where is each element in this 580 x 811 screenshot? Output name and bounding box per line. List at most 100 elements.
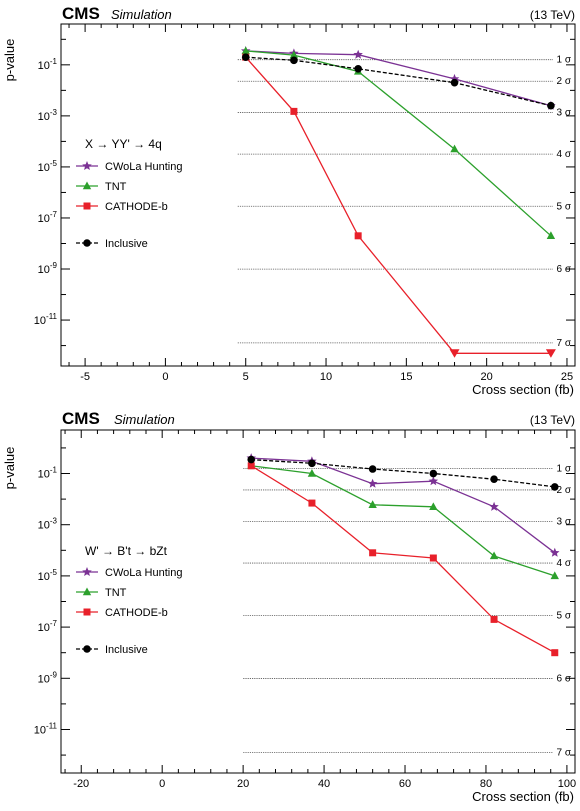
energy-label: (13 TeV) xyxy=(530,413,575,427)
data-point-tnt xyxy=(307,469,317,477)
y-tick-label: 10-11 xyxy=(34,721,58,736)
y-tick-label: 10-3 xyxy=(38,517,58,532)
significance-label: 2 σ xyxy=(556,485,571,496)
data-point-inclusive xyxy=(490,475,498,483)
data-point-cathode xyxy=(308,499,316,507)
y-tick-label: 10-7 xyxy=(38,210,58,225)
significance-label: 3 σ xyxy=(556,516,571,527)
y-tick-label: 10-11 xyxy=(34,312,58,327)
significance-label: 6 σ xyxy=(556,673,571,684)
panel-bottom: CMS Simulation (13 TeV) Cross section (f… xyxy=(2,409,576,804)
data-point-tnt xyxy=(289,50,299,59)
data-point-tnt xyxy=(550,571,559,580)
data-point-tnt xyxy=(546,231,556,240)
significance-label: 5 σ xyxy=(556,201,571,212)
significance-label: 7 σ xyxy=(556,747,571,758)
x-tick-label: 5 xyxy=(243,371,249,383)
x-tick-label: 0 xyxy=(162,371,168,383)
data-point-tnt xyxy=(489,551,499,560)
data-point-cwola xyxy=(489,501,499,511)
x-tick-label: 60 xyxy=(399,778,411,790)
significance-label: 4 σ xyxy=(556,149,571,160)
data-point-cwola xyxy=(353,49,363,59)
x-tick-label: 15 xyxy=(400,371,412,383)
series-line-inclusive xyxy=(245,56,552,107)
data-point-inclusive xyxy=(550,483,559,491)
data-point-tnt xyxy=(241,46,250,55)
y-tick-label: 10-9 xyxy=(38,670,58,685)
data-point-cathode xyxy=(290,107,298,115)
data-point-cathode xyxy=(429,554,437,562)
y-tick-label: 10-1 xyxy=(38,57,58,72)
significance-label: 4 σ xyxy=(556,558,571,569)
data-point-cathode xyxy=(247,462,255,470)
data-point-cathode xyxy=(551,649,559,657)
data-point-inclusive xyxy=(354,64,362,73)
energy-label: (13 TeV) xyxy=(530,8,575,22)
signal-process-label: W' → B't → bZt xyxy=(85,544,168,558)
legend-marker-cathode xyxy=(83,202,91,210)
x-tick-label: 10 xyxy=(320,371,332,383)
signal-process-label: X → YY' → 4q xyxy=(85,137,162,151)
y-tick-label: 10-3 xyxy=(38,108,58,123)
significance-label: 2 σ xyxy=(556,76,571,87)
data-point-inclusive xyxy=(368,465,377,473)
significance-label: 1 σ xyxy=(556,463,571,474)
cms-label: CMS xyxy=(62,4,100,23)
data-point-tnt xyxy=(450,144,459,153)
x-tick-label: 80 xyxy=(480,778,492,790)
x-tick-label: -20 xyxy=(73,778,89,790)
legend-marker-cwola xyxy=(82,161,92,170)
data-point-cwola xyxy=(550,547,560,557)
x-tick-label: 20 xyxy=(237,778,249,790)
x-axis-label: Cross section (fb) xyxy=(472,789,574,804)
data-point-inclusive xyxy=(247,455,256,464)
y-tick-label: 10-9 xyxy=(38,261,58,276)
panel-top: CMS Simulation (13 TeV) Cross section (f… xyxy=(2,4,576,397)
y-tick-label: 10-7 xyxy=(38,619,58,634)
data-point-cwola xyxy=(367,478,378,488)
y-tick-label: 10-5 xyxy=(38,568,58,583)
data-point-cathode xyxy=(449,349,460,358)
data-point-inclusive xyxy=(547,101,555,110)
significance-label: 3 σ xyxy=(556,108,571,119)
data-point-cathode xyxy=(354,232,362,240)
data-point-cwola xyxy=(428,476,439,486)
series-line-cathode xyxy=(250,465,556,654)
plot-frame xyxy=(60,429,576,774)
data-point-inclusive xyxy=(290,56,298,65)
y-axis-label: p-value xyxy=(2,447,17,490)
data-point-tnt xyxy=(429,502,438,511)
legend-marker-inclusive xyxy=(83,645,91,653)
data-point-inclusive xyxy=(241,53,250,61)
x-tick-label: 25 xyxy=(561,371,573,383)
plot-frame xyxy=(60,23,576,367)
series-line-tnt xyxy=(245,50,552,237)
data-point-cathode xyxy=(490,615,498,623)
x-tick-label: -5 xyxy=(80,371,90,383)
data-point-inclusive xyxy=(450,78,459,87)
legend-marker-tnt xyxy=(82,181,92,190)
y-axis-label: p-value xyxy=(2,39,17,82)
legend-label-cathode: CATHODE-b xyxy=(105,607,168,619)
significance-label: 1 σ xyxy=(556,55,571,66)
data-point-cathode xyxy=(369,549,377,557)
x-tick-label: 20 xyxy=(481,371,493,383)
cms-label: CMS xyxy=(62,409,100,428)
y-tick-label: 10-1 xyxy=(38,466,58,481)
series-line-cwola xyxy=(251,457,556,554)
significance-label: 5 σ xyxy=(556,610,571,621)
series-line-inclusive xyxy=(251,458,555,488)
legend-marker-cwola xyxy=(82,567,92,576)
significance-label: 6 σ xyxy=(556,264,571,275)
simulation-label: Simulation xyxy=(114,412,175,427)
data-point-inclusive xyxy=(429,469,438,478)
data-point-cathode xyxy=(545,349,556,358)
data-point-inclusive xyxy=(308,459,316,468)
legend-label-inclusive: Inclusive xyxy=(105,644,148,656)
significance-label: 7 σ xyxy=(556,338,571,349)
series-line-cathode xyxy=(245,56,551,354)
legend-marker-cathode xyxy=(83,608,91,616)
x-tick-label: 0 xyxy=(159,778,165,790)
